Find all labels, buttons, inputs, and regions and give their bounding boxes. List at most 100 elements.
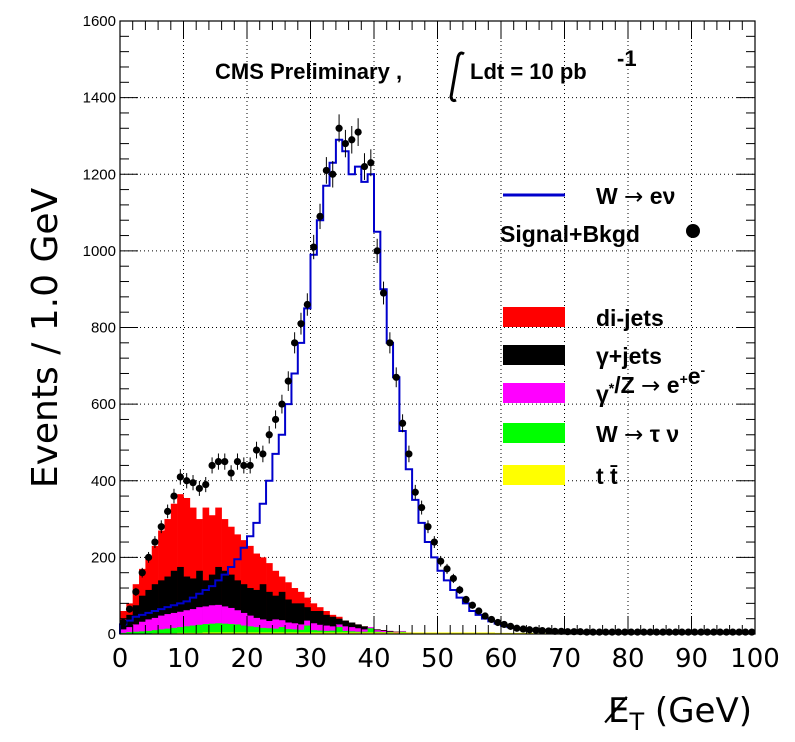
data-point-48	[424, 523, 432, 531]
dy-bar-35	[342, 626, 349, 634]
ttbar-bar-40	[374, 632, 381, 634]
legend-label-part: γ	[596, 381, 609, 407]
data-point-38	[360, 162, 369, 171]
data-point-4	[144, 553, 153, 561]
data-point-10	[183, 477, 191, 485]
data-point-22	[259, 450, 267, 458]
ttbar-bar-31	[316, 632, 324, 634]
data-point-9	[176, 473, 184, 481]
ttbar-bar-28	[297, 632, 305, 634]
ttbar-bar-14	[208, 632, 216, 634]
gamma-jets-bar-22	[259, 584, 267, 634]
data-point-40	[373, 247, 381, 255]
ttbar-bar-49	[431, 632, 438, 634]
legend-label-part: -	[701, 362, 706, 378]
data-point-99	[748, 628, 756, 636]
dy-bar-10	[183, 610, 191, 634]
ttbar-bar-16	[221, 632, 229, 634]
gamma-jets-bar-2	[132, 605, 140, 634]
ttbar-bar-48	[424, 632, 432, 634]
dy-bar-7	[164, 614, 172, 634]
ttbar-bar-21	[253, 632, 260, 634]
wtau-bar-5	[151, 630, 159, 634]
gamma-jets-bar-19	[240, 584, 248, 634]
data-point-6	[157, 523, 165, 531]
dy-bar-17	[227, 607, 235, 634]
data-point-75	[595, 628, 604, 636]
gamma-jets-bar-18	[234, 580, 241, 634]
dy-bar-31	[316, 624, 324, 634]
legend-marker-data	[686, 224, 700, 238]
legend-label-part: e	[660, 372, 679, 398]
legend-label-part: τ ν	[643, 421, 679, 447]
data-point-43	[392, 373, 400, 381]
gamma-jets-bar-6	[158, 580, 165, 634]
legend-swatch-ttbar	[503, 465, 565, 485]
data-point-82	[640, 628, 648, 636]
gamma-jets-bar-15	[215, 566, 222, 634]
legend-label-dy: γ*/Z → e+e-	[596, 362, 706, 407]
wtau-bar-31	[316, 630, 324, 634]
ttbar-bar-58	[488, 632, 495, 634]
wtau-bar-2	[132, 631, 140, 634]
y-tick-label-2: 400	[91, 473, 116, 490]
gamma-jets-bar-0	[120, 620, 127, 634]
data-point-37	[354, 128, 362, 136]
dy-bar-32	[323, 625, 330, 634]
ttbar-bar-27	[291, 632, 299, 634]
wtau-bar-33	[329, 630, 337, 634]
data-point-65	[532, 626, 540, 634]
y-tick-label-6: 1200	[83, 166, 116, 183]
ttbar-bar-55	[469, 632, 476, 634]
ttbar-bar-50	[437, 632, 445, 634]
ttbar-bar-17	[227, 632, 235, 634]
wtau-bar-3	[139, 631, 146, 634]
data-point-20	[246, 461, 254, 470]
dijets-bar-8	[170, 503, 178, 634]
data-point-35	[341, 140, 350, 148]
data-point-94	[716, 628, 724, 636]
data-point-21	[252, 446, 261, 454]
y-tick-label-5: 1000	[83, 243, 116, 260]
data-point-0	[119, 618, 127, 627]
ttbar-bar-57	[481, 632, 489, 634]
gamma-jets-bar-17	[227, 574, 235, 634]
data-point-64	[525, 626, 534, 634]
data-point-98	[741, 628, 750, 636]
ttbar-bar-42	[386, 632, 394, 634]
legend-label-part: *	[609, 380, 615, 396]
axis-tick-labels: 0 10 20 30 40 50 60 70 80 90 100020040060080010001…	[83, 13, 780, 674]
ttbar-bar-26	[285, 632, 292, 634]
data-point-91	[697, 628, 705, 636]
gamma-jets-bar-12	[196, 570, 203, 634]
dy-bar-3	[139, 621, 146, 634]
legend-label-wtau: W → τ ν	[596, 421, 679, 448]
wtau-bar-34	[335, 627, 343, 634]
data-point-95	[722, 628, 731, 636]
dy-bar-8	[170, 612, 178, 634]
dy-bar-9	[177, 611, 184, 634]
legend-label-part: γ+jets	[596, 343, 662, 369]
data-point-66	[538, 626, 546, 635]
gamma-jets-bar-10	[183, 576, 191, 634]
data-point-62	[513, 624, 521, 632]
dy-bar-27	[291, 623, 299, 634]
data-point-68	[551, 627, 559, 635]
x-tick-label-2: 20	[230, 644, 263, 674]
axis-ticks	[119, 20, 756, 635]
data-point-89	[684, 628, 692, 636]
data-point-18	[233, 457, 242, 466]
data-point-93	[710, 628, 718, 636]
dy-bar-13	[202, 606, 210, 634]
wtau-bar-29	[304, 625, 311, 634]
data-point-44	[398, 419, 407, 427]
data-point-69	[557, 627, 565, 635]
legend-label-part: +	[680, 371, 688, 387]
dy-bar-24	[272, 619, 280, 634]
plot-title-sup: -1	[617, 46, 637, 71]
gamma-jets-bar-14	[208, 574, 216, 634]
legend-label-dijets: di-jets	[596, 305, 664, 331]
data-point-58	[487, 615, 496, 624]
x-axis-title-unit: (GeV)	[644, 691, 752, 731]
